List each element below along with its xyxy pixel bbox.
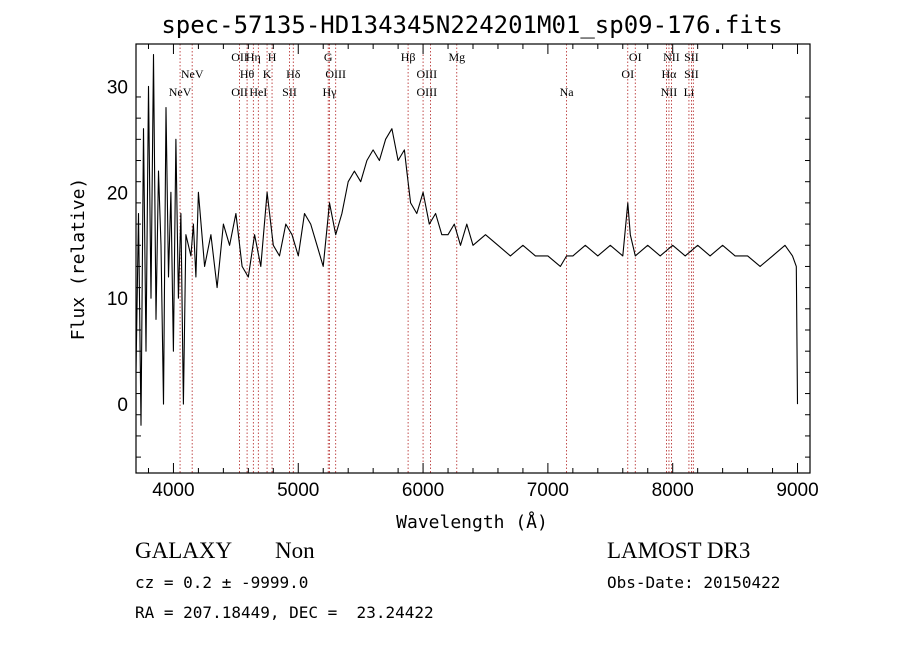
y-tick-label-0: 0 [117, 395, 128, 416]
line-label-15: OIII [416, 67, 437, 81]
x-tick-label-8000: 8000 [652, 480, 694, 501]
line-label-26: Li [684, 85, 695, 99]
object-subclass-label: Non [275, 538, 315, 563]
plot-frame [135, 43, 811, 474]
object-class-label: GALAXY [135, 538, 233, 563]
line-label-3: OII [231, 85, 248, 99]
line-label-10: SII [282, 85, 297, 99]
line-label-9: Hδ [286, 67, 301, 81]
spectral-line-markers [179, 44, 694, 473]
line-label-24: SII [684, 50, 699, 64]
x-tick-label-7000: 7000 [527, 480, 569, 501]
spectrum-line-0 [135, 54, 799, 426]
spectral-line-labels: NeVNeVOIIOIIHηHθHeIKHHδSIIGOIIIHγHβOIIIO… [169, 50, 699, 99]
line-label-13: Hγ [322, 85, 337, 99]
x-tick-label-9000: 9000 [776, 480, 818, 501]
survey-label: LAMOST DR3 [607, 538, 751, 563]
line-label-7: K [263, 67, 272, 81]
line-label-5: Hθ [240, 67, 255, 81]
axes [135, 43, 811, 474]
line-label-2: OII [231, 50, 248, 64]
x-tick-label-4000: 4000 [152, 480, 194, 501]
x-axis-label: Wavelength (Å) [396, 511, 548, 533]
spectrum-series [135, 54, 799, 426]
line-label-12: OIII [325, 67, 346, 81]
coordinates-text: RA = 207.18449, DEC = 23.24422 [135, 603, 434, 622]
line-label-22: Hα [661, 67, 677, 81]
line-label-23: NII [661, 85, 678, 99]
y-axis-label: Flux (relative) [68, 178, 89, 341]
observation-date-text: Obs-Date: 20150422 [607, 573, 781, 592]
line-label-20: OI [621, 67, 634, 81]
line-label-0: NeV [169, 85, 192, 99]
line-label-21: NII [663, 50, 680, 64]
line-label-17: Mg [448, 50, 465, 64]
redshift-text: cz = 0.2 ± -9999.0 [135, 573, 309, 592]
x-tick-label-5000: 5000 [277, 480, 319, 501]
line-label-25: SII [684, 67, 699, 81]
line-label-19: OI [629, 50, 642, 64]
line-label-8: H [268, 50, 277, 64]
y-tick-label-10: 10 [107, 289, 128, 310]
line-label-11: G [324, 50, 333, 64]
line-label-6: HeI [249, 85, 267, 99]
line-label-14: Hβ [401, 50, 416, 64]
line-label-18: Na [560, 85, 575, 99]
line-label-4: Hη [246, 50, 261, 64]
y-tick-label-20: 20 [107, 183, 128, 204]
axis-ticks: 4000 5000 6000 7000 8000 9000 0 10 20 30 [107, 44, 819, 501]
line-label-16: OIII [416, 85, 437, 99]
x-tick-label-6000: 6000 [402, 480, 444, 501]
y-tick-label-30: 30 [107, 77, 128, 98]
line-label-1: NeV [181, 67, 204, 81]
chart-title: spec-57135-HD134345N224201M01_sp09-176.f… [161, 11, 782, 39]
